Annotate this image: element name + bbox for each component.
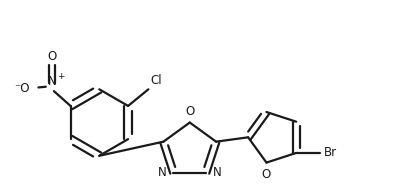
Text: N: N [48, 75, 57, 88]
Text: Br: Br [324, 146, 337, 159]
Text: O: O [47, 50, 57, 63]
Text: N: N [158, 166, 167, 179]
Text: N: N [213, 166, 221, 179]
Text: Cl: Cl [150, 74, 162, 87]
Text: +: + [57, 72, 64, 81]
Text: ⁻O: ⁻O [14, 82, 30, 95]
Text: O: O [262, 168, 271, 181]
Text: O: O [185, 105, 194, 118]
